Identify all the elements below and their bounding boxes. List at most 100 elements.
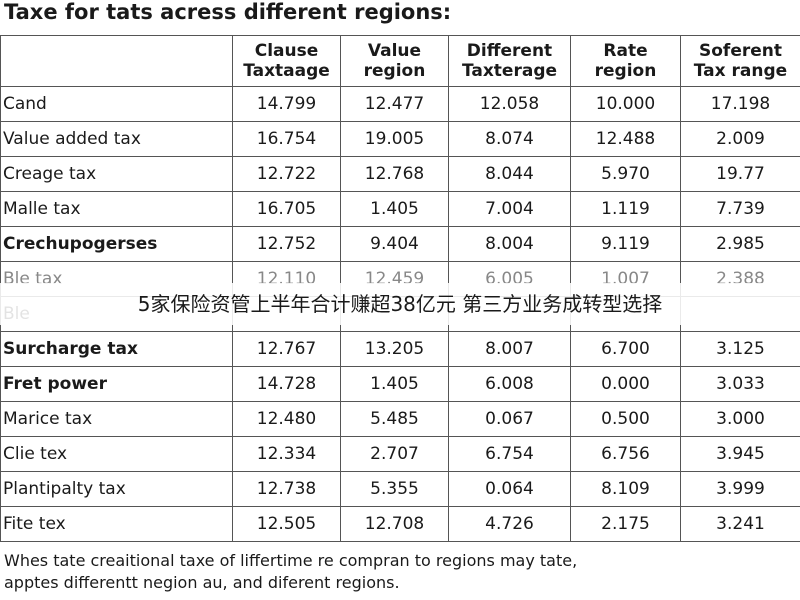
cell: 0.000: [570, 366, 681, 402]
table-row: Clie tex 12.334 2.707 6.754 6.756 3.945: [0, 436, 800, 472]
cell: 8.004: [448, 226, 571, 262]
cell: 0.067: [448, 401, 571, 437]
cell: 13.205: [340, 331, 449, 367]
header-line: Rate: [603, 41, 648, 61]
row-label: Clie tex: [0, 436, 233, 472]
table-row: Surcharge tax 12.767 13.205 8.007 6.700 3.125: [0, 331, 800, 367]
header-line: Value: [367, 41, 422, 61]
column-header: Value region: [340, 35, 449, 87]
cell: 12.505: [232, 506, 341, 542]
table-row: Fret power 14.728 1.405 6.008 0.000 3.033: [0, 366, 800, 402]
cell: 8.044: [448, 156, 571, 192]
table-row: Marice tax 12.480 5.485 0.067 0.500 3.000: [0, 401, 800, 437]
cell: 12.334: [232, 436, 341, 472]
cell: 12.768: [340, 156, 449, 192]
row-label: Fite tex: [0, 506, 233, 542]
banner: 5家保险资管上半年合计赚超38亿元 第三方业务成转型选择: [0, 283, 800, 325]
column-header: Soferent Tax range: [680, 35, 800, 87]
cell: 6.008: [448, 366, 571, 402]
footnote: Whes tate creaitional taxe of liffertime…: [4, 550, 577, 594]
row-label: Cand: [0, 86, 233, 122]
cell: 12.708: [340, 506, 449, 542]
cell: 6.700: [570, 331, 681, 367]
cell: 3.033: [680, 366, 800, 402]
cell: 10.000: [570, 86, 681, 122]
header-line: Soferent: [699, 41, 782, 61]
cell: 7.004: [448, 191, 571, 227]
cell: 2.175: [570, 506, 681, 542]
cell: 12.767: [232, 331, 341, 367]
cell: 12.488: [570, 121, 681, 157]
cell: 19.005: [340, 121, 449, 157]
cell: 5.970: [570, 156, 681, 192]
cell: 12.480: [232, 401, 341, 437]
cell: 12.752: [232, 226, 341, 262]
cell: 3.125: [680, 331, 800, 367]
footnote-line: Whes tate creaitional taxe of liffertime…: [4, 551, 578, 570]
cell: 8.074: [448, 121, 571, 157]
cell: 9.404: [340, 226, 449, 262]
header-line: Taxtaage: [243, 61, 330, 81]
cell: 3.241: [680, 506, 800, 542]
cell: 2.707: [340, 436, 449, 472]
table: Clause Taxtaage Value region Different Taxter…: [0, 35, 800, 542]
cell: 1.405: [340, 366, 449, 402]
cell: 2.009: [680, 121, 800, 157]
row-label: Creage tax: [0, 156, 233, 192]
cell: 14.728: [232, 366, 341, 402]
cell: 2.985: [680, 226, 800, 262]
cell: 0.500: [570, 401, 681, 437]
title: Taxe for tats acress different regions:: [4, 0, 452, 24]
row-label: Marice tax: [0, 401, 233, 437]
cell: 8.109: [570, 471, 681, 507]
row-label: Crechupogerses: [0, 226, 233, 262]
header-row: Clause Taxtaage Value region Different Taxter…: [0, 35, 800, 87]
cell: 19.77: [680, 156, 800, 192]
table-row: Value added tax 16.754 19.005 8.074 12.488 2.…: [0, 121, 800, 157]
header-line: Tax range: [693, 61, 788, 81]
cell: 3.999: [680, 471, 800, 507]
cell: 9.119: [570, 226, 681, 262]
cell: 3.945: [680, 436, 800, 472]
footnote-line: apptes differentt negion au, and diferen…: [4, 573, 400, 592]
cell: 5.355: [340, 471, 449, 507]
table-row: Creage tax 12.722 12.768 8.044 5.970 19.77: [0, 156, 800, 192]
cell: 16.705: [232, 191, 341, 227]
column-header: Clause Taxtaage: [232, 35, 341, 87]
cell: 5.485: [340, 401, 449, 437]
cell: 17.198: [680, 86, 800, 122]
column-header: Different Taxterage: [448, 35, 571, 87]
cell: 12.058: [448, 86, 571, 122]
row-label: Malle tax: [0, 191, 233, 227]
cell: 12.738: [232, 471, 341, 507]
cell: 1.119: [570, 191, 681, 227]
cell: 6.756: [570, 436, 681, 472]
cell: 12.722: [232, 156, 341, 192]
cell: 16.754: [232, 121, 341, 157]
cell: 4.726: [448, 506, 571, 542]
row-label: Fret power: [0, 366, 233, 402]
table-row: Cand 14.799 12.477 12.058 10.000 17.198: [0, 86, 800, 122]
cell: 1.405: [340, 191, 449, 227]
cell: 14.799: [232, 86, 341, 122]
table-row: Malle tax 16.705 1.405 7.004 1.119 7.739: [0, 191, 800, 227]
table-row: Fite tex 12.505 12.708 4.726 2.175 3.241: [0, 506, 800, 542]
table-row: Plantipalty tax 12.738 5.355 0.064 8.109 3.99…: [0, 471, 800, 507]
table-row: Crechupogerses 12.752 9.404 8.004 9.119 2.985: [0, 226, 800, 262]
header-line: Taxterage: [461, 61, 558, 81]
cell: 12.477: [340, 86, 449, 122]
header-line: region: [363, 61, 426, 81]
header-line: Different: [466, 41, 553, 61]
header-line: region: [594, 61, 657, 81]
cell: 8.007: [448, 331, 571, 367]
row-label: Value added tax: [0, 121, 233, 157]
cell: 7.739: [680, 191, 800, 227]
row-label: Surcharge tax: [0, 331, 233, 367]
cell: 0.064: [448, 471, 571, 507]
row-label: Plantipalty tax: [0, 471, 233, 507]
cell: 3.000: [680, 401, 800, 437]
header-line: Clause: [254, 41, 319, 61]
cell: 6.754: [448, 436, 571, 472]
column-header: Rate region: [570, 35, 681, 87]
